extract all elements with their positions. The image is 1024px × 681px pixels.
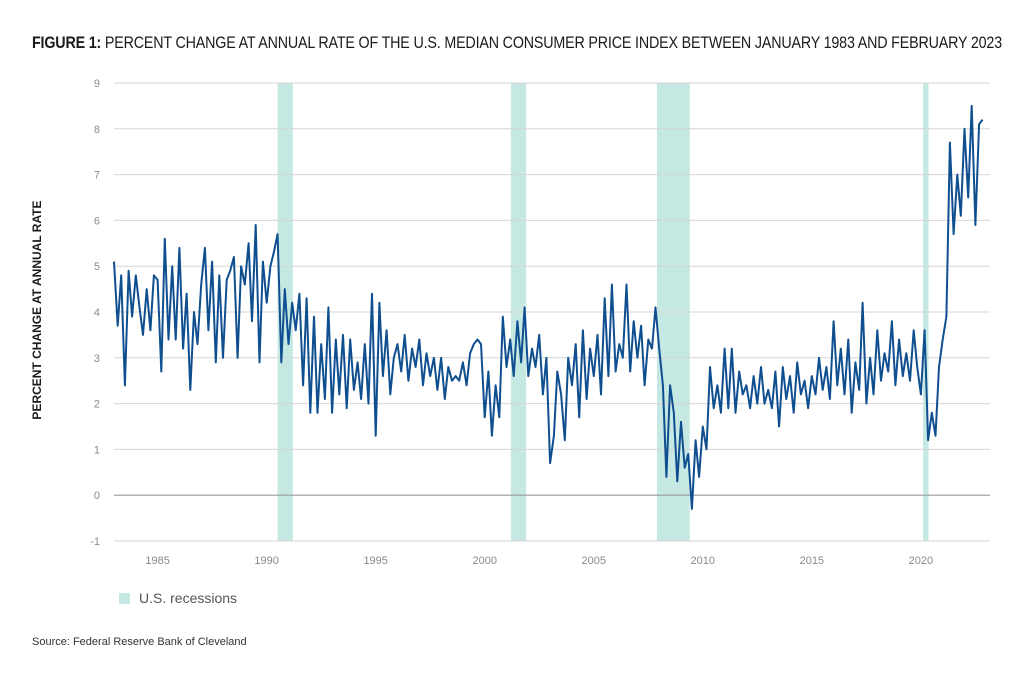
- source-note: Source: Federal Reserve Bank of Clevelan…: [32, 636, 247, 648]
- y-tick-label: 7: [94, 170, 100, 182]
- x-tick-label: 1990: [254, 555, 278, 567]
- y-tick-label: 8: [94, 124, 100, 136]
- title-text: PERCENT CHANGE AT ANNUAL RATE OF THE U.S…: [104, 33, 1002, 52]
- legend: U.S. recessions: [119, 590, 237, 606]
- x-tick-label: 2000: [472, 555, 496, 567]
- y-tick-label: 4: [94, 307, 100, 319]
- y-tick-label: 5: [94, 261, 100, 273]
- y-tick-label: 3: [94, 353, 100, 365]
- x-axis-ticks: 1985 1990 1995 2000 2005 2010 2015 2020: [145, 555, 933, 567]
- y-tick-label: 1: [94, 444, 100, 456]
- series-line: [113, 104, 984, 510]
- y-axis-ticks: -1 0 1 2 3 4 5 6 7 8 9: [90, 78, 100, 548]
- y-axis-label: PERCENT CHANGE AT ANNUAL RATE: [30, 200, 44, 419]
- y-tick-label: -1: [90, 536, 100, 548]
- figure-label: FIGURE 1:: [32, 33, 102, 52]
- recession-swatch: [119, 592, 130, 604]
- x-tick-label: 2020: [909, 555, 933, 567]
- y-tick-label: 2: [94, 399, 100, 411]
- y-tick-label: 0: [94, 490, 100, 502]
- gridlines: [114, 82, 990, 542]
- y-tick-label: 9: [94, 78, 100, 90]
- x-tick-label: 2015: [800, 555, 824, 567]
- chart-title: FIGURE 1: PERCENT CHANGE AT ANNUAL RATE …: [32, 33, 1002, 53]
- x-tick-label: 1995: [363, 555, 387, 567]
- legend-label: U.S. recessions: [139, 590, 238, 606]
- y-tick-label: 6: [94, 215, 100, 227]
- x-tick-label: 2010: [691, 555, 715, 567]
- x-tick-label: 2005: [582, 555, 606, 567]
- x-tick-label: 1985: [145, 555, 169, 567]
